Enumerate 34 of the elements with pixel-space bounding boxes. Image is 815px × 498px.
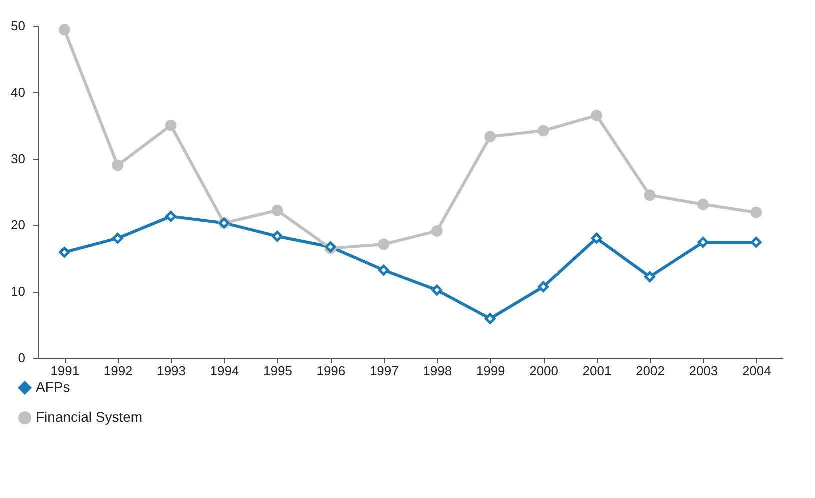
- y-tick-label: 50: [11, 18, 26, 34]
- x-tick-label: 2002: [636, 364, 665, 378]
- x-tick-label: 1992: [104, 364, 133, 378]
- x-tick-label: 1998: [423, 364, 452, 378]
- point: [538, 125, 550, 137]
- y-tick-label: 20: [11, 218, 26, 233]
- point: [58, 24, 70, 36]
- y-tick-label: 0: [18, 350, 26, 366]
- x-tick-label: 1991: [50, 364, 80, 378]
- x-tick-label: 2000: [530, 364, 558, 378]
- point: [431, 225, 443, 237]
- y-tick-label: 40: [11, 84, 26, 100]
- point: [750, 206, 762, 218]
- point: [112, 160, 124, 172]
- x-tick-label: 1995: [264, 364, 292, 378]
- point: [165, 120, 177, 132]
- point: [378, 238, 390, 250]
- x-tick-label: 2003: [689, 364, 718, 378]
- point: [644, 190, 656, 202]
- x-tick-label: 1994: [210, 364, 240, 378]
- x-tick-label: 1997: [370, 364, 399, 378]
- legend-label: AFPs: [36, 379, 70, 395]
- y-tick-label: 10: [11, 284, 26, 300]
- x-tick-label: 2004: [742, 364, 772, 378]
- x-tick-label: 2001: [582, 364, 612, 378]
- point: [591, 110, 602, 122]
- x-tick-label: 1996: [316, 364, 346, 378]
- point: [697, 198, 709, 210]
- y-tick-label: 30: [11, 151, 26, 166]
- x-tick-label: 1993: [157, 364, 186, 378]
- legend-label: Financial System: [36, 409, 143, 425]
- point: [272, 204, 284, 216]
- point: [484, 131, 496, 143]
- x-tick-label: 1999: [476, 364, 506, 378]
